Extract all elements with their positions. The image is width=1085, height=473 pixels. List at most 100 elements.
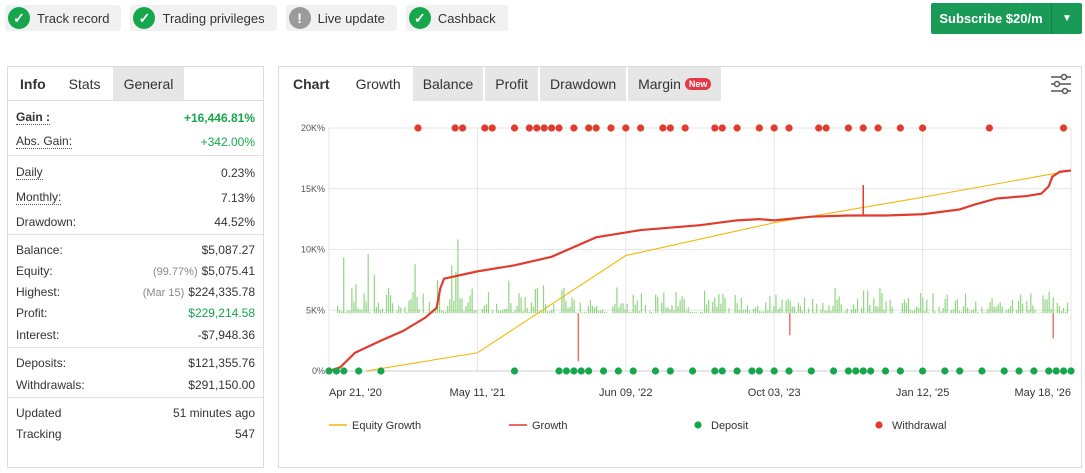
activity-bar — [708, 299, 710, 314]
deposit-marker — [770, 367, 778, 375]
activity-bar — [1050, 308, 1052, 314]
tab-growth[interactable]: Growth — [345, 67, 411, 101]
stat-label[interactable]: Daily — [16, 165, 43, 180]
tab-profit[interactable]: Profit — [485, 67, 538, 101]
activity-bar — [977, 311, 979, 314]
activity-bar — [514, 310, 516, 314]
activity-bar — [620, 303, 622, 314]
stat-label: Highest: — [16, 284, 61, 299]
activity-bar — [496, 303, 498, 314]
x-tick-label: May 11, '21 — [450, 387, 506, 399]
activity-bar — [840, 304, 842, 314]
activity-bar — [720, 303, 722, 314]
stat-gain: Gain : +16,446.81% — [16, 107, 255, 128]
activity-bar — [502, 309, 504, 314]
check-icon: ✓ — [8, 7, 30, 29]
activity-bar — [783, 312, 785, 314]
activity-bar — [916, 306, 918, 314]
activity-bar — [498, 310, 500, 314]
activity-bar — [491, 310, 494, 314]
activity-bar — [414, 264, 416, 314]
growth-chart[interactable]: 0% 5K% 10K% 15K% 20K% Apr 21, '20 May 11, '21… — [279, 101, 1081, 467]
activity-bar — [469, 295, 471, 314]
activity-bar — [636, 300, 638, 314]
chevron-down-icon[interactable]: ▼ — [1051, 3, 1082, 34]
stat-label: Profit: — [16, 305, 48, 320]
activity-bar — [838, 296, 840, 314]
activity-bar — [997, 304, 999, 314]
activity-bar — [675, 292, 677, 314]
stat-label[interactable]: Gain : — [16, 109, 51, 125]
activity-bar — [616, 287, 618, 314]
activity-bar — [691, 312, 693, 314]
activity-bar — [1017, 300, 1020, 314]
activity-bar — [563, 287, 565, 314]
deposit-marker — [629, 367, 637, 375]
activity-bar — [934, 311, 936, 314]
stat-label[interactable]: Monthly: — [16, 190, 62, 205]
activity-bar — [681, 296, 683, 314]
stat-label: Withdrawals: — [16, 378, 85, 392]
stat-label: Interest: — [16, 328, 60, 342]
stat-value: 7.13% — [220, 191, 255, 205]
activity-bar — [1064, 311, 1067, 314]
withdrawal-marker — [859, 124, 867, 132]
activity-bar — [797, 302, 799, 314]
stat-label[interactable]: Abs. Gain: — [16, 133, 73, 149]
activity-bar — [1062, 308, 1065, 314]
tab-drawdown[interactable]: Drawdown — [539, 67, 627, 101]
tab-stats[interactable]: Stats — [57, 67, 112, 100]
activity-bar — [754, 307, 757, 314]
settings-sliders-icon[interactable] — [1049, 73, 1073, 95]
tab-balance[interactable]: Balance — [412, 67, 484, 101]
activity-bar — [736, 303, 738, 314]
activity-bar — [443, 311, 445, 314]
activity-bar — [410, 298, 412, 314]
badge-track-record[interactable]: ✓ Track record — [5, 5, 122, 31]
badge-trading-privileges[interactable]: ✓ Trading privileges — [130, 5, 277, 31]
subscribe-button[interactable]: Subscribe $20/m ▼ — [931, 3, 1082, 34]
activity-bar — [805, 312, 808, 314]
deposit-marker — [1059, 367, 1068, 375]
activity-bar — [761, 311, 763, 314]
new-badge: New — [684, 78, 712, 90]
deposit-marker — [1000, 367, 1008, 375]
chart-legend: Equity Growth Growth Deposit Withdrawal — [329, 420, 946, 432]
activity-bar — [510, 303, 512, 314]
activity-bar — [869, 304, 871, 314]
activity-bar — [571, 297, 573, 314]
activity-bar — [814, 312, 816, 314]
activity-bar — [418, 309, 420, 314]
x-tick-label: Oct 03, '23 — [748, 387, 801, 399]
activity-bar — [695, 312, 698, 314]
tab-chart[interactable]: Chart — [279, 67, 344, 101]
tab-info[interactable]: Info — [20, 75, 46, 92]
activity-bar — [569, 306, 571, 314]
activity-bar — [400, 307, 402, 314]
activity-bar — [960, 311, 963, 314]
activity-bar — [426, 312, 428, 314]
activity-bar — [704, 290, 706, 314]
deposit-marker — [325, 367, 333, 375]
activity-bar — [1038, 312, 1040, 314]
activity-bar — [801, 311, 804, 314]
withdrawal-marker — [815, 124, 823, 132]
badge-cashback[interactable]: ✓ Cashback — [405, 5, 508, 31]
activity-bar — [787, 298, 789, 314]
activity-bar — [1030, 293, 1032, 314]
activity-bar — [341, 311, 343, 314]
activity-bar — [793, 306, 795, 314]
chart-lines — [328, 169, 1072, 373]
stat-balance: Balance: $5,087.27 — [16, 239, 255, 260]
legend-label: Deposit — [711, 420, 748, 432]
tab-margin[interactable]: Margin New — [628, 67, 722, 101]
activity-bar — [765, 302, 767, 314]
activity-bar — [604, 311, 606, 314]
activity-bar — [799, 305, 802, 314]
tab-general[interactable]: General — [112, 67, 185, 100]
withdrawal-marker — [822, 124, 830, 132]
withdrawal-marker — [585, 124, 593, 132]
badge-live-update[interactable]: ! Live update — [285, 5, 397, 31]
deposit-marker — [577, 367, 585, 375]
activity-bar — [730, 312, 732, 314]
